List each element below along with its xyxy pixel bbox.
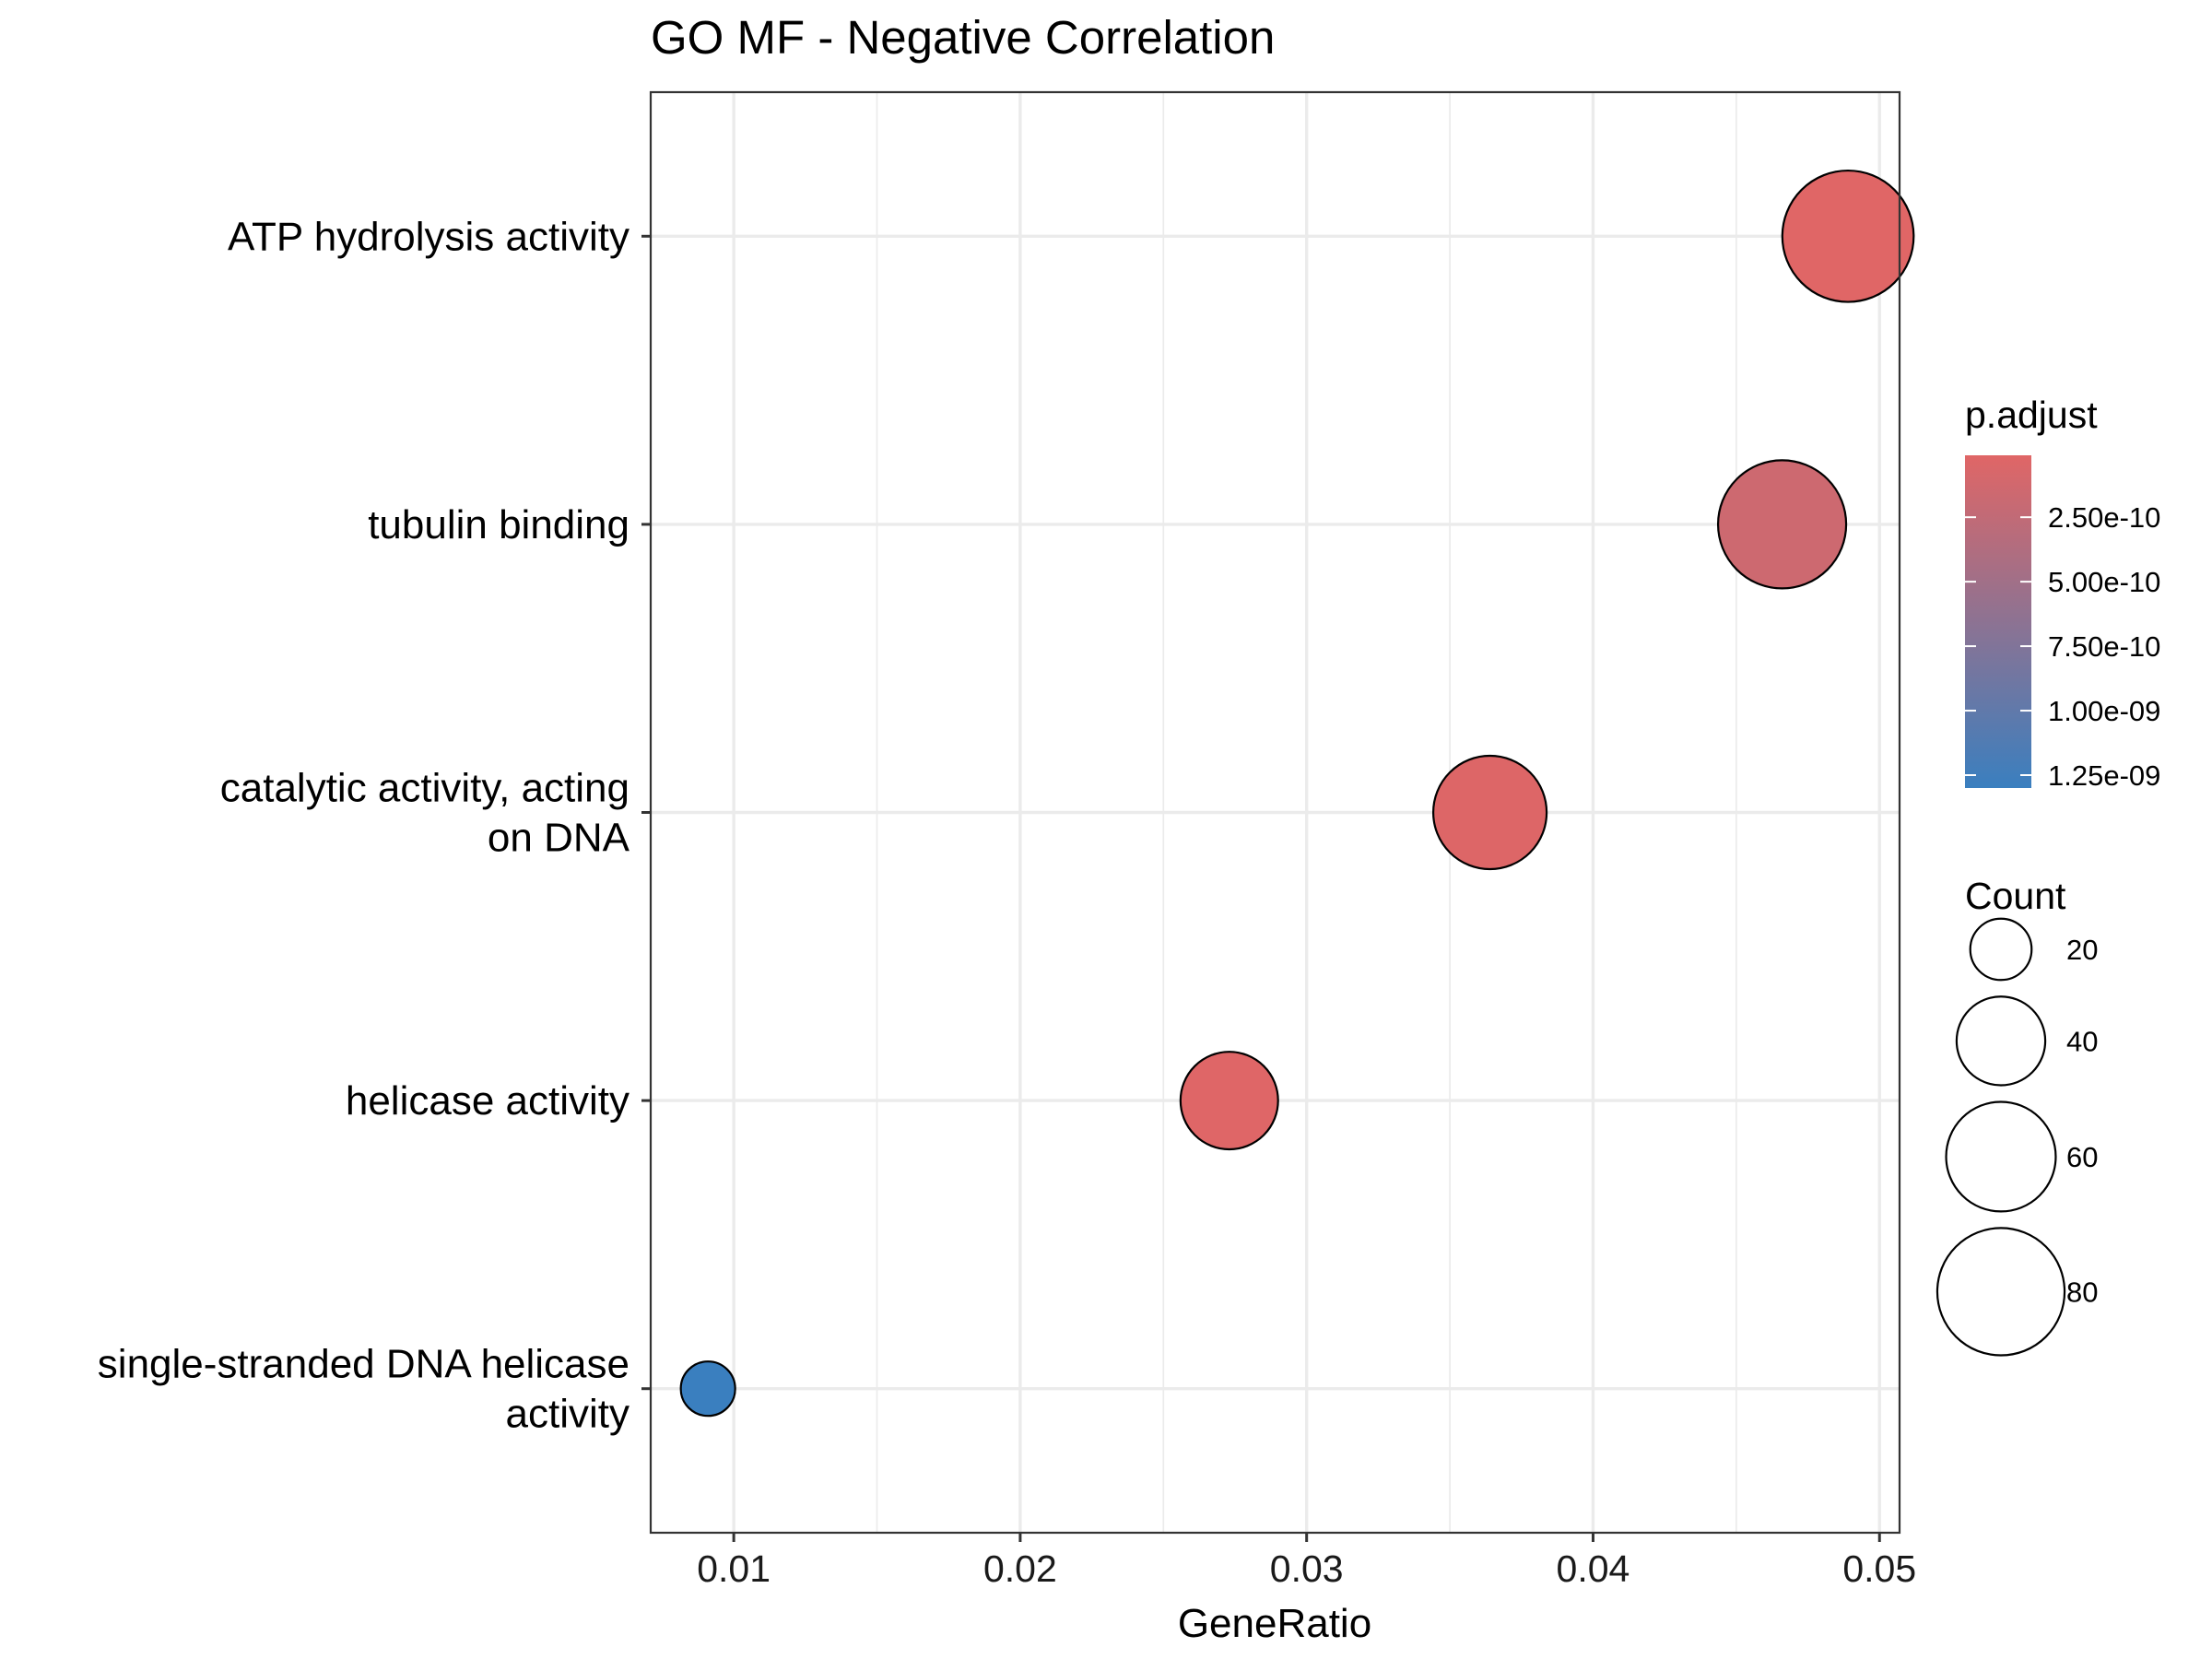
x-tick-label: 0.02 xyxy=(983,1547,1057,1590)
y-tick-label: activity xyxy=(506,1392,629,1437)
size-legend-key xyxy=(1955,995,2047,1087)
size-legend: Count 20 40 60 80 xyxy=(1936,875,2098,1357)
data-points xyxy=(679,169,1915,1418)
x-axis-title: GeneRatio xyxy=(1178,1601,1371,1646)
size-legend-label: 20 xyxy=(2066,934,2098,966)
color-legend: p.adjust 2.50e-10 5.00e-10 7.50e-10 1.00e-0… xyxy=(1965,394,2160,792)
x-axis: 0.01 0.02 0.03 0.04 0.05 xyxy=(697,1533,1916,1590)
x-tick-label: 0.01 xyxy=(697,1547,771,1590)
size-legend-label: 60 xyxy=(2066,1141,2098,1173)
size-legend-key xyxy=(1969,917,2033,982)
size-legend-key xyxy=(1936,1227,2066,1357)
size-legend-key xyxy=(1945,1100,2057,1213)
y-tick-label: catalytic activity, acting xyxy=(220,766,629,811)
chart-title: GO MF - Negative Correlation xyxy=(651,11,1275,64)
color-legend-title: p.adjust xyxy=(1965,394,2098,436)
color-bar xyxy=(1965,455,2031,788)
y-tick-label: ATP hydrolysis activity xyxy=(228,214,629,259)
major-gridlines xyxy=(651,92,1900,1533)
y-tick-label: helicase activity xyxy=(346,1078,629,1124)
size-legend-title: Count xyxy=(1965,875,2066,917)
x-tick-label: 0.05 xyxy=(1842,1547,1916,1590)
color-bar-tick-label: 1.25e-09 xyxy=(2048,759,2160,792)
data-point xyxy=(1179,1051,1279,1151)
color-bar-tick-label: 5.00e-10 xyxy=(2048,566,2160,598)
x-tick-label: 0.03 xyxy=(1270,1547,1344,1590)
y-tick-label: single-stranded DNA helicase xyxy=(98,1342,629,1387)
size-legend-label: 80 xyxy=(2066,1276,2098,1308)
y-axis: ATP hydrolysis activity tubulin binding ca… xyxy=(98,214,651,1437)
data-point xyxy=(679,1360,736,1418)
size-legend-keys: 20 40 60 80 xyxy=(1936,917,2098,1357)
y-tick-label: tubulin binding xyxy=(368,502,629,547)
color-bar-tick-label: 2.50e-10 xyxy=(2048,501,2160,534)
color-bar-tick-label: 7.50e-10 xyxy=(2048,630,2160,663)
size-legend-label: 40 xyxy=(2066,1025,2098,1057)
data-point xyxy=(1781,169,1915,303)
y-tick-label: on DNA xyxy=(488,816,630,861)
data-point xyxy=(1716,459,1848,590)
data-point xyxy=(1431,754,1548,871)
color-bar-ticks: 2.50e-10 5.00e-10 7.50e-10 1.00e-09 1.25e-09 xyxy=(1965,501,2160,792)
x-tick-label: 0.04 xyxy=(1557,1547,1630,1590)
color-bar-tick-label: 1.00e-09 xyxy=(2048,695,2160,727)
